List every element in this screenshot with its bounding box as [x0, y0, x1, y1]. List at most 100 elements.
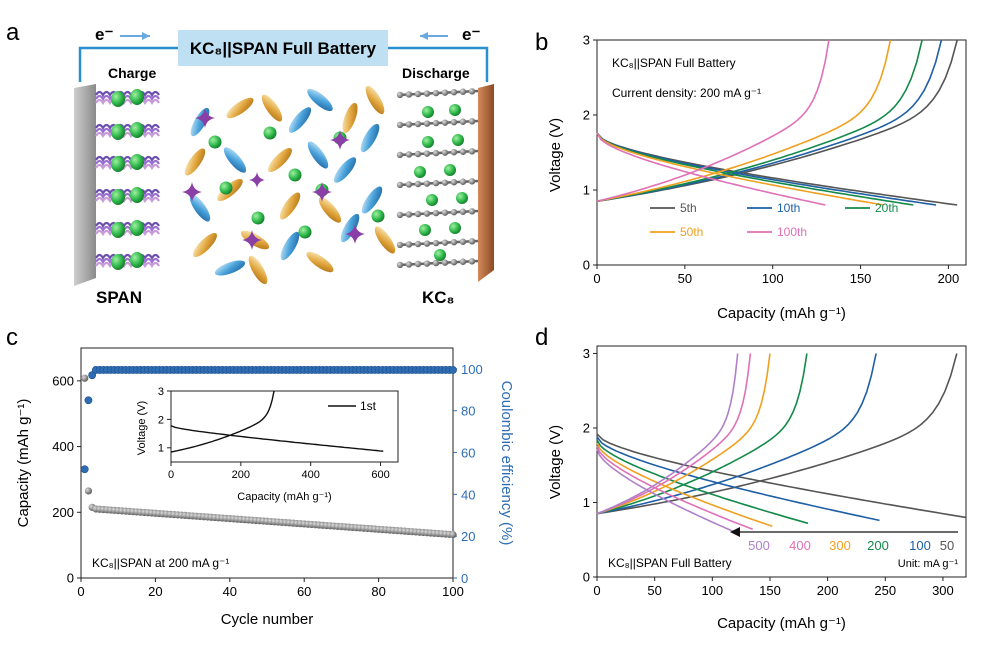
- electrolyte-ion: [288, 107, 312, 133]
- y-tick-label: 3: [583, 33, 590, 48]
- potassium-ion: [456, 192, 468, 204]
- y-tick-label: 600: [52, 373, 74, 388]
- carbon-atom: [432, 149, 440, 157]
- ce-point: [84, 396, 93, 405]
- carbon-atom: [450, 89, 458, 96]
- carbon-atom: [423, 210, 431, 217]
- y-tick-label: 200: [52, 505, 74, 520]
- rate-label: 200: [867, 538, 889, 553]
- capacity-point: [84, 487, 93, 495]
- y-tick-label: 0: [583, 570, 590, 585]
- electrolyte-ion: [307, 88, 333, 112]
- carbon-atom: [450, 119, 458, 126]
- y-tick-label: 400: [52, 439, 74, 454]
- span-chain: [95, 261, 160, 269]
- potassium-ion: [219, 181, 233, 195]
- y-tick-label: 2: [158, 414, 164, 426]
- legend-label: 5th: [680, 201, 697, 215]
- sulfur-star-icon: [249, 172, 265, 188]
- rate-label: 50: [940, 538, 954, 553]
- carbon-atom: [423, 260, 431, 267]
- potassium-ion: [130, 154, 144, 170]
- carbon-atom: [450, 179, 458, 186]
- span-chain: [95, 253, 160, 261]
- electrolyte-ion: [248, 255, 268, 285]
- carbon-atom: [441, 89, 449, 96]
- charge-label: Charge: [108, 65, 156, 81]
- carbon-atom: [441, 119, 449, 126]
- potassium-ion: [111, 189, 125, 205]
- arrow-head-icon: [420, 32, 428, 40]
- panel-letter-d: d: [535, 324, 548, 351]
- carbon-atom: [468, 208, 476, 215]
- span-chain: [95, 90, 160, 98]
- span-chain: [95, 188, 160, 196]
- span-chain: [95, 123, 160, 131]
- electrolyte-ion: [279, 192, 301, 220]
- panel-d-title: KC₈||SPAN Full Battery: [608, 556, 732, 570]
- y-tick-label: 0: [67, 571, 74, 586]
- carbon-atom: [414, 90, 422, 98]
- left-wire: [78, 46, 178, 82]
- carbon-atom: [414, 180, 422, 188]
- carbon-atom: [405, 241, 413, 248]
- carbon-atom: [468, 258, 476, 265]
- carbon-atom: [459, 258, 467, 265]
- carbon-atom: [396, 181, 404, 189]
- x-tick-label: 0: [593, 583, 600, 598]
- kc8-label: KC₈: [422, 288, 455, 307]
- x-tick-label: 100: [701, 583, 723, 598]
- span-label: SPAN: [96, 288, 142, 307]
- carbon-atom: [414, 240, 422, 248]
- inset-frame: [170, 390, 399, 463]
- carbon-atom: [459, 148, 467, 155]
- carbon-atom: [450, 239, 458, 246]
- unit-label: Unit: mA g⁻¹: [898, 558, 959, 570]
- span-chain: [95, 257, 160, 265]
- span-chain: [95, 159, 160, 167]
- charge-curve-500: [596, 353, 739, 515]
- carbon-atom: [405, 261, 413, 268]
- carbon-atom: [414, 260, 422, 268]
- potassium-ion: [130, 220, 144, 236]
- panel-b-current-density: Current density: 200 mA g⁻¹: [612, 86, 761, 100]
- y2-axis-label: Coulombic efficiency (%): [498, 381, 515, 546]
- y-tick-label: 1: [158, 443, 164, 455]
- inset-legend: 1st: [360, 399, 377, 413]
- potassium-ion: [130, 122, 144, 138]
- capacity-point: [449, 531, 457, 539]
- carbon-atom: [468, 118, 476, 125]
- span-chain: [95, 225, 160, 233]
- legend-label: 20th: [875, 201, 898, 215]
- sulfur-star-icon: [345, 224, 365, 244]
- panel-c-annotation: KC₈||SPAN at 200 mA g⁻¹: [92, 556, 229, 570]
- y-axis-label: Voltage (V): [547, 425, 564, 499]
- carbon-atom: [396, 261, 404, 269]
- electrolyte-ion: [307, 141, 329, 169]
- steel-collector: [74, 84, 96, 286]
- carbon-atom: [432, 209, 440, 217]
- span-chain: [95, 221, 160, 229]
- carbon-atom: [441, 209, 449, 216]
- electrolyte-ion: [361, 186, 383, 214]
- carbon-atom: [459, 88, 467, 95]
- potassium-ion: [208, 135, 222, 149]
- potassium-ion: [298, 225, 312, 239]
- carbon-atom: [423, 90, 431, 97]
- rate-label: 100: [909, 538, 931, 553]
- carbon-atom: [396, 121, 404, 129]
- span-chain: [95, 127, 160, 135]
- x-tick-label: 0: [77, 584, 84, 599]
- potassium-ion: [426, 194, 438, 206]
- potassium-ion: [444, 164, 456, 176]
- electrolyte-ion: [261, 94, 283, 122]
- charge-curve-50th: [596, 39, 892, 203]
- rate-label: 500: [748, 538, 770, 553]
- plot-frame: [596, 345, 967, 578]
- discharge-curve-10th: [596, 132, 937, 206]
- x-axis-label: Capacity (mAh g⁻¹): [717, 615, 846, 632]
- legend-label: 10th: [777, 201, 800, 215]
- x-tick-label: 60: [297, 584, 311, 599]
- discharge-curve-50th: [596, 132, 884, 206]
